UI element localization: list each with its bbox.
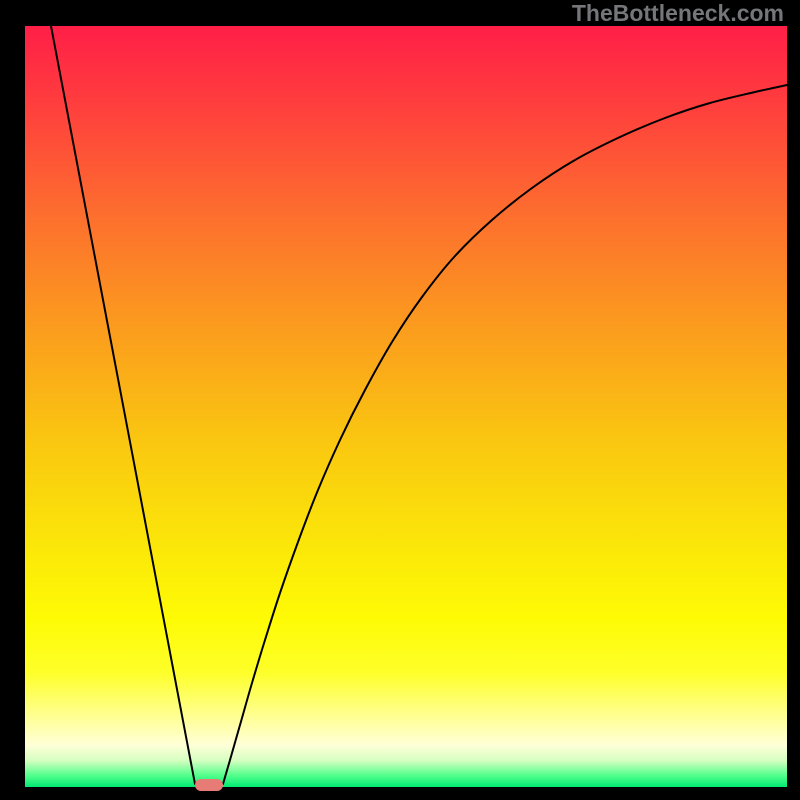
watermark-label: TheBottleneck.com [572, 0, 784, 27]
curve-svg-layer [0, 0, 800, 800]
chart-container: { "canvas": { "width": 800, "height": 80… [0, 0, 800, 800]
left-descent-line [51, 26, 195, 784]
minimum-point-marker [195, 779, 223, 791]
right-ascent-curve [223, 85, 787, 784]
